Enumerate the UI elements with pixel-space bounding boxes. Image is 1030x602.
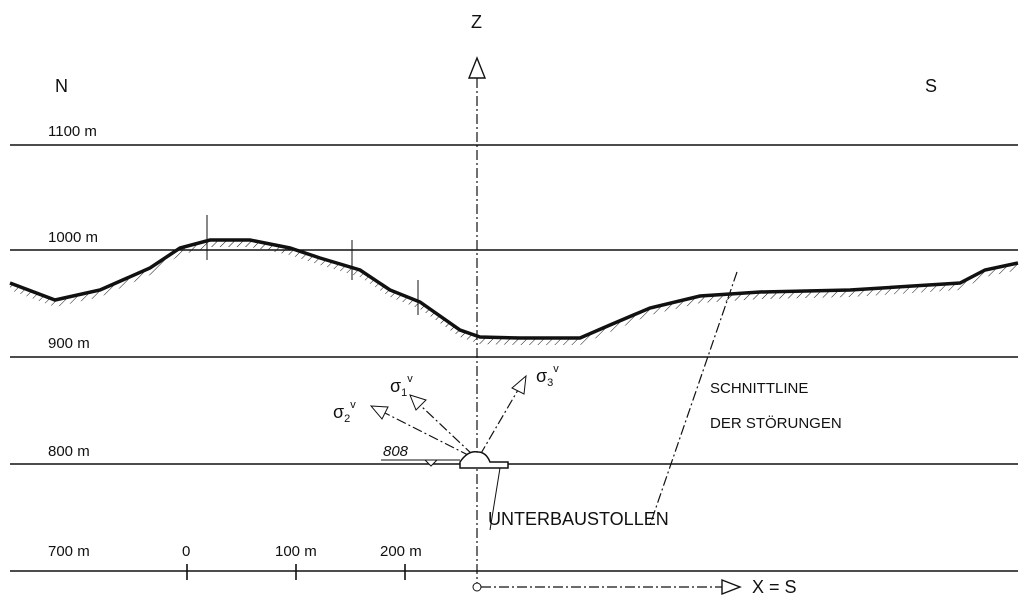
- x-label: X = S: [752, 577, 797, 597]
- elevation-label: 1000 m: [48, 229, 98, 246]
- tunnel: [381, 450, 509, 531]
- level-label: 808: [383, 443, 409, 460]
- scale-ticks: [186, 564, 406, 580]
- x-arrow: [721, 578, 742, 596]
- stress-label: σ3v: [536, 363, 559, 389]
- elevation-label: 900 m: [48, 335, 90, 352]
- elevation-label: 800 m: [48, 443, 90, 460]
- scale-label: 0: [182, 543, 190, 560]
- direction-label: S: [925, 76, 937, 96]
- stress-label: σ2v: [333, 399, 356, 425]
- origin: [472, 582, 482, 592]
- tunnel-label: UNTERBAUSTOLLEN: [488, 509, 669, 529]
- scale-label: 200 m: [380, 543, 422, 560]
- terrain: [9, 238, 1019, 340]
- elevation-lines: [10, 144, 1018, 572]
- fault-line: [649, 271, 738, 526]
- z-arrow: [467, 56, 487, 79]
- stress-label: σ1v: [390, 373, 413, 399]
- direction-label: N: [55, 76, 68, 96]
- stress-arrows: [369, 374, 527, 457]
- elevation-label: 1100 m: [48, 123, 97, 140]
- fault-label: DER STÖRUNGEN: [710, 414, 842, 432]
- terrain-ticks: [206, 215, 419, 315]
- fault-label: SCHNITTLINE: [710, 380, 808, 397]
- z-label: Z: [471, 12, 482, 32]
- scale-label: 100 m: [275, 543, 317, 560]
- ground-hatch: [10, 240, 1018, 345]
- elevation-label: 700 m: [48, 543, 90, 560]
